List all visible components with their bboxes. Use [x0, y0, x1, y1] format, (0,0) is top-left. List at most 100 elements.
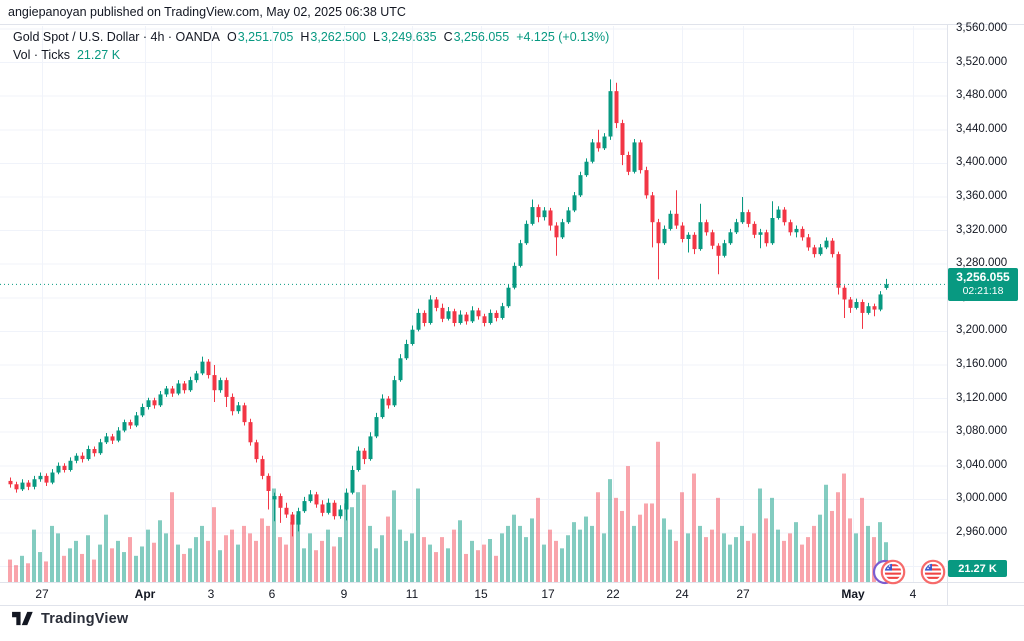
volume-bar — [572, 522, 576, 582]
candle-body — [212, 375, 217, 391]
candle-body — [866, 306, 871, 313]
candle-body — [176, 383, 181, 394]
volume-bar — [254, 540, 258, 582]
volume-bar — [728, 544, 732, 582]
candle-body — [140, 407, 145, 416]
price-axis-separator — [947, 25, 948, 605]
volume-bar — [320, 540, 324, 582]
volume-bar — [800, 544, 804, 582]
candle-body — [230, 396, 235, 412]
volume-bar — [176, 544, 180, 582]
volume-bar — [662, 518, 666, 582]
volume-bar — [458, 520, 462, 582]
volume-bar — [806, 537, 810, 582]
price-tick-label: 3,320.000 — [956, 223, 1008, 236]
volume-bar — [722, 533, 726, 582]
volume-bar — [782, 540, 786, 582]
candle-body — [500, 306, 505, 318]
high-value: H 3,262.500 — [300, 30, 366, 44]
symbol-title[interactable]: Gold Spot / U.S. Dollar · 4h · OANDA — [13, 30, 221, 44]
time-tick-label: 15 — [474, 587, 488, 601]
candle-body — [884, 284, 889, 288]
volume-bar — [848, 518, 852, 582]
candle-body — [92, 449, 97, 454]
us-flag-event-icon[interactable] — [880, 559, 906, 585]
tradingview-attribution[interactable]: TradingView — [12, 610, 128, 627]
volume-bar — [524, 537, 528, 582]
volume-bar — [314, 550, 318, 582]
candle-body — [860, 302, 865, 313]
candle-body — [272, 496, 277, 500]
candle-body — [674, 213, 679, 226]
candle-body — [428, 299, 433, 323]
volume-bar — [92, 559, 96, 582]
volume-bar — [476, 550, 480, 582]
volume-bar — [500, 533, 504, 582]
volume-bar — [854, 533, 858, 582]
candle-body — [518, 243, 523, 266]
volume-bar — [872, 537, 876, 582]
candle-body — [584, 161, 589, 176]
volume-axis-badge: 21.27 K — [948, 560, 1007, 577]
candle-body — [782, 209, 787, 223]
candle-body — [302, 501, 307, 512]
candle-body — [590, 142, 595, 162]
candle-body — [218, 380, 223, 391]
volume-bar — [284, 544, 288, 582]
chart-bottom-border — [0, 605, 1024, 606]
candle-body — [236, 405, 241, 412]
volume-bar — [392, 490, 396, 582]
volume-bar — [428, 544, 432, 582]
volume-bar — [578, 529, 582, 582]
candle-body — [374, 417, 379, 437]
volume-bar — [266, 525, 270, 582]
volume-bar — [44, 561, 48, 582]
candle-body — [308, 494, 313, 502]
price-tick-label: 3,160.000 — [956, 358, 1008, 370]
candle-body — [332, 502, 337, 517]
volume-bar — [818, 514, 822, 582]
candle-body — [284, 507, 289, 515]
chart-canvas[interactable] — [0, 0, 947, 606]
candle-body — [854, 302, 859, 308]
volume-bar — [326, 529, 330, 582]
volume-bar — [632, 525, 636, 582]
volume-bar — [464, 553, 468, 582]
candle-body — [260, 459, 265, 476]
volume-bar — [86, 535, 90, 582]
candle-body — [548, 210, 553, 226]
candle-body — [794, 228, 799, 233]
candle-body — [182, 383, 187, 391]
volume-bar — [482, 544, 486, 582]
volume-bar — [182, 553, 186, 582]
time-tick-label: 27 — [736, 587, 750, 601]
volume-bar — [554, 540, 558, 582]
candle-body — [536, 207, 541, 218]
candle-body — [86, 449, 91, 460]
volume-bar — [758, 488, 762, 582]
volume-bar — [278, 537, 282, 582]
volume-bar — [302, 548, 306, 582]
volume-bar — [56, 533, 60, 582]
volume-bar — [608, 479, 612, 582]
candle-body — [470, 310, 475, 322]
volume-bar — [446, 548, 450, 582]
last-price-badge: 3,256.055 02:21:18 — [948, 268, 1018, 301]
time-tick-label: 9 — [340, 587, 348, 601]
volume-bar — [272, 488, 276, 582]
candle-body — [404, 344, 409, 359]
candle-body — [254, 442, 259, 460]
volume-bar — [638, 514, 642, 582]
volume-bar — [668, 529, 672, 582]
volume-bar — [356, 492, 360, 582]
volume-bar — [788, 533, 792, 582]
candle-body — [44, 475, 49, 483]
price-tick-label: 3,040.000 — [956, 458, 1008, 471]
volume-bar — [710, 529, 714, 582]
us-flag-event-icon[interactable] — [920, 559, 946, 585]
publish-text: angiepanoyan published on TradingView.co… — [8, 5, 406, 19]
bar-countdown: 02:21:18 — [962, 285, 1004, 298]
volume-bar — [752, 533, 756, 582]
volume-bar — [596, 492, 600, 582]
candle-body — [320, 504, 325, 513]
